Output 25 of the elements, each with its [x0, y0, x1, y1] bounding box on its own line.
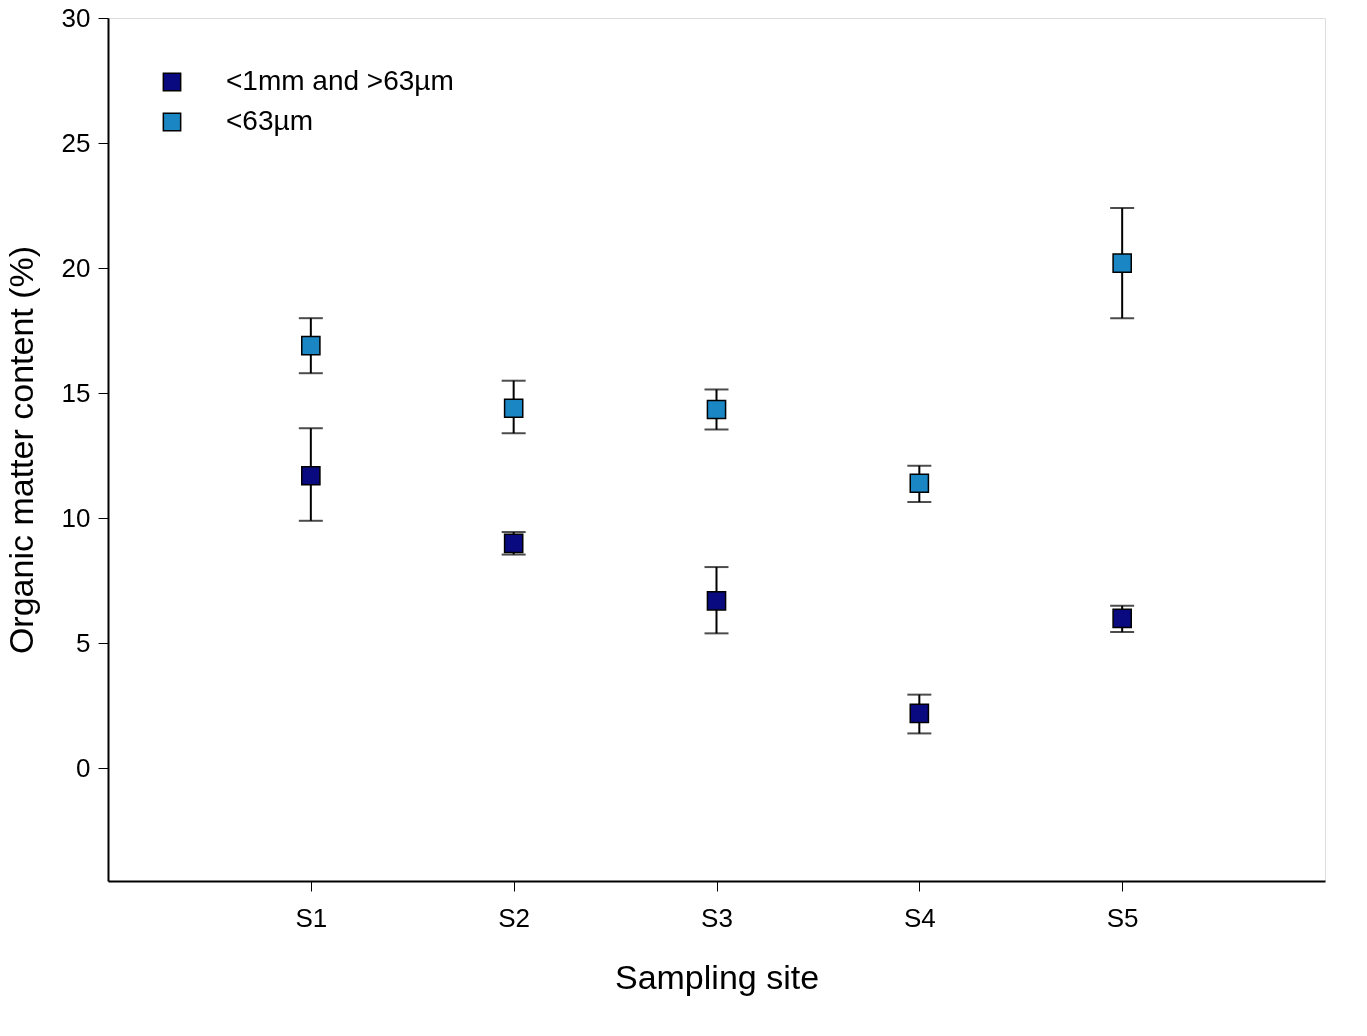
x-tick-label: S2: [498, 902, 531, 933]
y-axis-title: Organic matter content (%): [1, 245, 40, 655]
point: [1112, 253, 1132, 273]
point: [301, 465, 321, 486]
y-tick-label: 20: [61, 252, 91, 283]
y-tick-label: 25: [61, 127, 91, 158]
x-tick-label: S4: [903, 902, 936, 933]
x-axis-title: Sampling site: [614, 957, 820, 996]
legend-label: <63µm: [226, 105, 313, 136]
point: [909, 473, 930, 494]
x-tick-label: S5: [1106, 902, 1139, 933]
point: [301, 335, 321, 356]
x-tick-label: S1: [295, 902, 328, 933]
y-tick-label: 0: [76, 752, 91, 783]
point: [1112, 608, 1132, 629]
point: [706, 399, 727, 420]
point: [706, 591, 727, 611]
y-tick-label: 5: [76, 627, 91, 658]
y-tick-label: 15: [61, 377, 91, 408]
y-tick-label: 30: [61, 2, 91, 33]
y-tick-label: 10: [61, 502, 91, 533]
point: [909, 703, 930, 724]
legend-label: <1mm and >63µm: [226, 65, 454, 96]
point: [503, 398, 524, 419]
x-tick-label: S3: [701, 902, 733, 933]
